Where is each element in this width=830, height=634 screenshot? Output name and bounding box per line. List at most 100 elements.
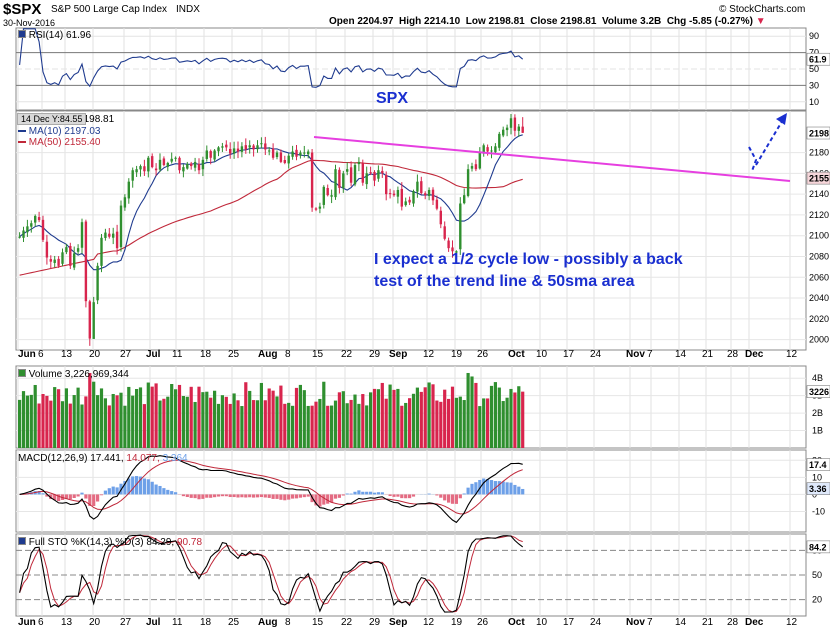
projection-up-arrow [755, 117, 785, 166]
crosshair-tooltip: 14 Dec Y:84.55 [17, 113, 87, 125]
macd-histogram-bar [435, 494, 439, 496]
volume-bar [60, 401, 65, 448]
cycle-low-note-line2: test of the trend line & 50sma area [374, 273, 635, 290]
volume-bar [474, 382, 478, 448]
macd-histogram-bar [376, 492, 380, 495]
price-candle [119, 205, 123, 248]
macd-histogram-bar [53, 494, 57, 501]
x-axis-label: 24 [590, 349, 602, 360]
rsi-last-tag-box [806, 52, 830, 66]
macd-histogram-bar [232, 494, 236, 498]
price-candle [424, 193, 427, 196]
volume-bar [396, 388, 400, 448]
price-tick-label: 2100 [809, 231, 829, 241]
price-candle [435, 199, 439, 209]
price-candle [264, 143, 267, 150]
macd-histogram-bar [517, 486, 521, 495]
volume-bar [431, 384, 435, 448]
macd-histogram-bar [92, 494, 96, 506]
price-tick-label: 2080 [809, 251, 829, 261]
price-candle [96, 265, 99, 301]
volume-bar [318, 398, 322, 448]
volume-bar [489, 385, 494, 448]
macd-histogram-bar [267, 494, 271, 498]
price-candle [139, 166, 142, 170]
volume-bar [240, 406, 244, 448]
macd-histogram-bar [228, 494, 232, 498]
macd-histogram-bar [158, 485, 162, 495]
volume-bar [263, 400, 267, 448]
rsi-legend: RSI(14) 61.96 [18, 30, 91, 41]
price-candle [260, 143, 263, 145]
x-axis-label: Jul [146, 617, 161, 628]
price-candle [174, 157, 177, 159]
volume-bar [333, 400, 338, 448]
volume-last-tag: 3226 [809, 387, 829, 397]
price-candle [334, 169, 337, 198]
sto-tick-label: 20 [812, 595, 822, 605]
price-candle [322, 186, 325, 205]
macd-histogram-bar [283, 494, 287, 501]
price-candle [26, 226, 29, 233]
macd-histogram-bar [388, 494, 392, 497]
volume-bar [411, 393, 416, 448]
volume-bar [376, 389, 380, 448]
x-axis-label: 21 [702, 617, 714, 628]
price-candle [112, 233, 115, 238]
price-candle [236, 148, 240, 152]
x-axis-label: 8 [285, 617, 291, 628]
volume-bar [21, 391, 26, 448]
price-candle [88, 301, 91, 339]
x-axis-label: 6 [38, 617, 44, 628]
volume-bar [220, 395, 224, 448]
x-axis-label: Jul [146, 349, 161, 360]
price-candle [123, 197, 127, 208]
volume-bar [131, 395, 135, 448]
price-candle [443, 226, 446, 239]
price-candle [256, 145, 259, 150]
price-candle [299, 152, 302, 156]
price-candle [22, 230, 25, 238]
x-axis-label: 15 [312, 349, 324, 360]
volume-bar [326, 405, 330, 448]
macd-histogram-bar [318, 494, 322, 507]
price-candle [271, 148, 275, 158]
macd-last-tag: 17.4 [809, 460, 827, 470]
rsi-tick-label: 50 [809, 64, 819, 74]
macd-histogram-bar [131, 476, 135, 495]
x-axis-label: 19 [451, 617, 463, 628]
macd-histogram-bar [142, 478, 146, 495]
volume-bar [25, 395, 29, 448]
x-axis-label: 12 [423, 617, 435, 628]
rsi-tick-label: 70 [809, 48, 819, 58]
high-value: High 2214.10 [399, 16, 461, 27]
price-tick-label: 2140 [809, 189, 829, 199]
macd-histogram-bar [380, 492, 384, 495]
macd-histogram-bar [306, 494, 310, 497]
macd-histogram-bar [209, 494, 213, 498]
ma10-line [19, 134, 523, 271]
price-candle [498, 133, 501, 148]
volume-bar [423, 387, 427, 448]
volume-bar [482, 398, 486, 448]
volume-bar [33, 384, 37, 448]
macd-histogram-bar [439, 494, 443, 498]
macd-histogram-bar [248, 494, 252, 498]
price-candle [513, 117, 517, 131]
volume-bar [408, 398, 412, 448]
x-axis-label: 17 [563, 349, 575, 360]
price-candle [365, 173, 368, 185]
volume-tick-label: 4B [812, 373, 823, 383]
macd-histogram-bar [64, 494, 68, 499]
macd-histogram-bar [287, 494, 291, 500]
macd-histogram-bar [275, 494, 279, 499]
macd-histogram-bar [84, 494, 88, 499]
sto-d-line [19, 534, 523, 613]
volume-bar [310, 405, 314, 448]
volume-bar [53, 387, 57, 448]
price-candle [166, 162, 169, 167]
rsi-line [19, 28, 524, 88]
x-axis-label: 12 [786, 349, 798, 360]
price-candle [291, 151, 294, 157]
x-axis-label: Oct [508, 617, 525, 628]
